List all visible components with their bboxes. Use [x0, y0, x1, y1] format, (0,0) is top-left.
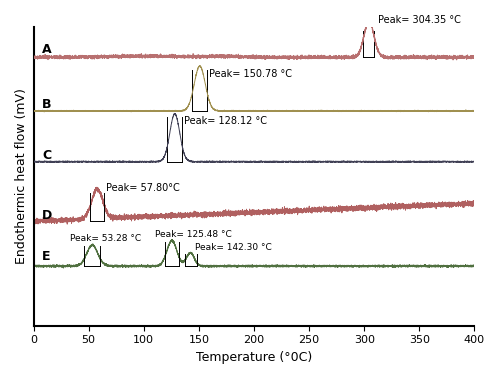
Text: D: D: [42, 209, 52, 222]
Text: Peak= 125.48 °C: Peak= 125.48 °C: [156, 230, 232, 239]
Text: Peak= 150.78 °C: Peak= 150.78 °C: [208, 69, 292, 78]
Text: A: A: [42, 43, 52, 56]
Text: Peak= 53.28 °C: Peak= 53.28 °C: [70, 234, 142, 243]
Text: B: B: [42, 98, 52, 111]
Text: Peak= 57.80°C: Peak= 57.80°C: [106, 183, 180, 193]
Text: Peak= 142.30 °C: Peak= 142.30 °C: [195, 243, 272, 252]
Text: E: E: [42, 250, 51, 263]
Text: C: C: [42, 149, 51, 162]
Text: Peak= 128.12 °C: Peak= 128.12 °C: [184, 116, 266, 126]
Text: Peak= 304.35 °C: Peak= 304.35 °C: [378, 15, 460, 25]
X-axis label: Temperature (°0C): Temperature (°0C): [196, 351, 312, 364]
Y-axis label: Endothermic heat flow (mV): Endothermic heat flow (mV): [15, 89, 28, 265]
